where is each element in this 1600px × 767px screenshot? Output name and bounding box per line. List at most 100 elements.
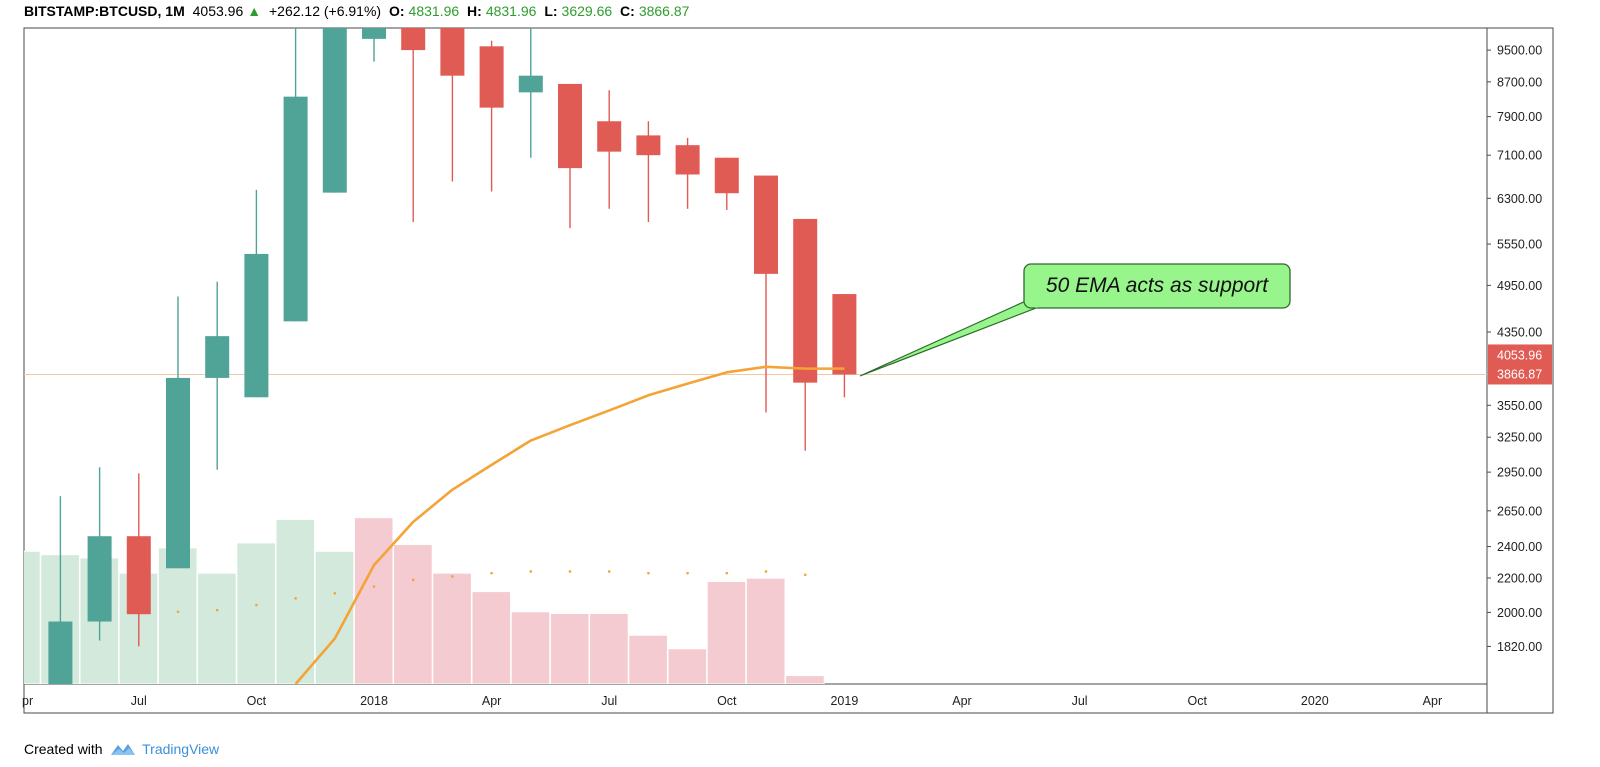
up-arrow-icon: ▲	[247, 3, 262, 19]
y-tick-label: 1820.00	[1497, 640, 1542, 654]
candle-body	[558, 83, 582, 169]
close-label: C:	[620, 3, 635, 19]
volume-bar	[785, 675, 825, 684]
close-value: 3866.87	[638, 3, 690, 19]
x-tick-label: pr	[22, 694, 33, 708]
volume-ma-dot	[607, 570, 611, 573]
y-tick-label: 5550.00	[1497, 238, 1542, 252]
volume-bar	[628, 634, 668, 684]
created-with-label: Created with	[24, 741, 103, 757]
y-tick-label: 4950.00	[1497, 279, 1542, 293]
volume-bar	[393, 544, 433, 684]
volume-ma-dot	[803, 573, 807, 577]
callout-box	[1023, 263, 1291, 309]
x-tick-label: Jul	[131, 694, 147, 708]
low-label: L:	[544, 3, 558, 19]
y-tick-label: 2400.00	[1497, 540, 1542, 554]
y-tick-label: 2950.00	[1497, 466, 1542, 480]
price-change: +262.12 (+6.91%)	[268, 3, 382, 19]
candle-body	[362, 28, 386, 39]
candle-body	[754, 175, 778, 274]
y-tick-label: 7900.00	[1497, 110, 1542, 124]
candle-body	[283, 96, 308, 322]
volume-bar	[236, 542, 276, 684]
volume-ma-dot	[372, 585, 376, 588]
volume-ma-dot	[490, 571, 493, 575]
volume-bar	[589, 612, 629, 684]
volume-bar	[24, 550, 41, 684]
volume-ma-dot	[686, 571, 689, 575]
volume-ma-dot	[411, 578, 415, 582]
volume-bar	[157, 547, 198, 684]
volume-ma-dot	[529, 570, 533, 573]
x-tick-label: Oct	[717, 694, 737, 708]
x-tick-label: 2019	[830, 694, 858, 708]
high-label: H:	[467, 3, 482, 19]
open-value: 4831.96	[408, 3, 460, 19]
x-tick-label: Jul	[601, 694, 617, 708]
candle-body	[166, 377, 190, 569]
x-tick-label: 2020	[1301, 694, 1329, 708]
x-tick-label: Apr	[482, 694, 501, 708]
last-price-label: 4053.96	[1497, 348, 1542, 362]
candle-body	[636, 135, 661, 156]
y-tick-label: 9500.00	[1497, 44, 1542, 58]
volume-ma-dot	[725, 571, 729, 575]
candle-body	[322, 28, 347, 193]
volume-ma-dot	[255, 603, 258, 607]
open-label: O:	[388, 3, 405, 19]
chart-header: BITSTAMP:BTCUSD, 1M 4053.96 ▲ +262.12 (+6…	[24, 3, 693, 19]
y-tick-label: 3550.00	[1497, 399, 1542, 413]
tradingview-logo-icon	[111, 744, 136, 755]
volume-ma-dot	[451, 575, 454, 578]
volume-bar	[197, 572, 237, 684]
candle-body	[244, 253, 269, 398]
volume-bar	[745, 577, 786, 684]
volume-ma-dot	[568, 570, 572, 573]
volume-ma-dot	[647, 571, 650, 575]
volume-bar	[549, 612, 590, 684]
volume-bar	[275, 518, 316, 684]
callout-joint	[1029, 302, 1046, 308]
volume-bar	[471, 591, 512, 684]
y-tick-label: 2650.00	[1497, 504, 1542, 518]
volume-bar	[353, 517, 394, 684]
y-tick-label: 2200.00	[1497, 571, 1542, 585]
candle-body	[793, 218, 818, 383]
y-tick-label: 6300.00	[1497, 192, 1542, 206]
candle-body	[87, 536, 112, 622]
candle-body	[714, 157, 739, 194]
callout-text: 50 EMA acts as support	[1046, 274, 1269, 297]
volume-bar	[706, 581, 747, 684]
x-tick-label: 2018	[360, 694, 388, 708]
candle-body	[401, 28, 426, 51]
x-tick-label: Apr	[952, 694, 971, 708]
y-tick-label: 8700.00	[1497, 75, 1542, 89]
candle-body	[440, 28, 465, 76]
ema-50-line	[294, 365, 845, 684]
candle-body	[479, 46, 504, 108]
footer: Created with TradingView	[24, 741, 219, 757]
volume-ma-dot	[215, 608, 219, 612]
volume-bar	[510, 611, 551, 684]
high-value: 4831.96	[485, 3, 537, 19]
volume-ma-dot	[176, 610, 180, 614]
x-tick-label: Oct	[247, 694, 267, 708]
low-value: 3629.66	[561, 3, 613, 19]
candle-body	[518, 75, 543, 93]
x-tick-label: Jul	[1072, 694, 1088, 708]
candle-body	[675, 145, 700, 175]
last-price: 4053.96	[192, 3, 244, 19]
close-price-label: 3866.87	[1497, 367, 1542, 381]
y-tick-label: 7100.00	[1497, 149, 1542, 163]
y-tick-label: 2000.00	[1497, 606, 1542, 620]
candle-body	[126, 536, 151, 615]
y-tick-label: 3250.00	[1497, 431, 1542, 445]
x-tick-label: Oct	[1187, 694, 1207, 708]
volume-bar	[0, 634, 1, 684]
candle-body	[48, 621, 73, 684]
plot-area	[0, 28, 1487, 684]
price-label-box	[1488, 344, 1552, 385]
tradingview-link[interactable]: TradingView	[142, 741, 220, 757]
